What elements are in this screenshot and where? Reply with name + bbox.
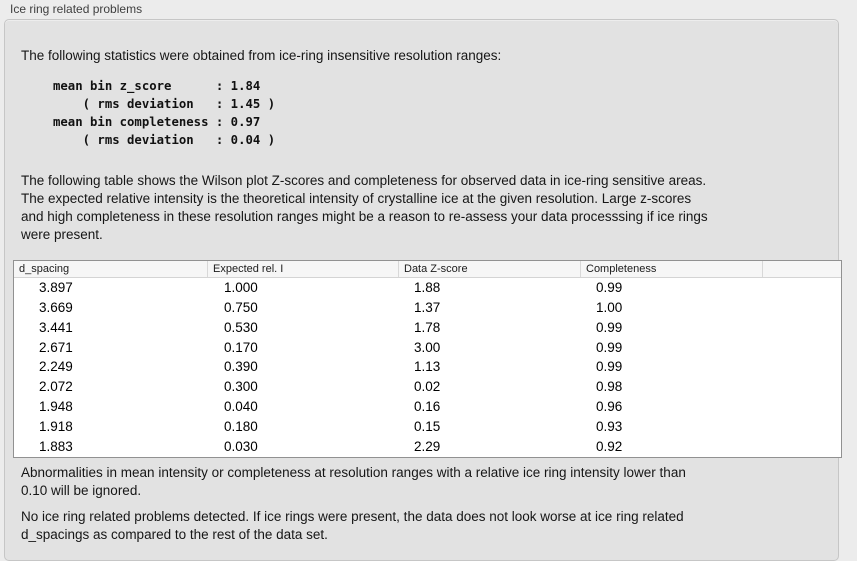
- table-cell: 1.37: [414, 299, 441, 315]
- threshold-note-text: Abnormalities in mean intensity or compl…: [21, 465, 686, 498]
- table-cell: [763, 417, 841, 437]
- table-cell: [763, 298, 841, 318]
- table-cell: 0.93: [596, 418, 623, 434]
- table-row[interactable]: 1.883 0.030 2.29 0.92: [14, 437, 841, 457]
- table-description-text: The following table shows the Wilson plo…: [21, 173, 708, 242]
- table-cell: 1.78: [414, 319, 441, 335]
- table-cell: [763, 278, 841, 298]
- table-row[interactable]: 1.918 0.180 0.15 0.93: [14, 417, 841, 437]
- table-cell: 1.948: [39, 399, 73, 415]
- table-cell: [763, 357, 841, 377]
- table-cell: 1.88: [414, 280, 441, 295]
- conclusion-text: No ice ring related problems detected. I…: [21, 509, 684, 542]
- table-cell: [763, 397, 841, 417]
- table-cell: 0.99: [596, 280, 623, 295]
- table-cell: 3.669: [39, 299, 73, 315]
- table-cell: 0.99: [596, 319, 623, 335]
- stats-summary-block: mean bin z_score : 1.84 ( rms deviation …: [53, 79, 276, 147]
- table-cell: 0.99: [596, 339, 623, 355]
- table-cell: 0.92: [596, 438, 623, 454]
- table-cell: 1.00: [596, 299, 623, 315]
- table-row[interactable]: 2.249 0.390 1.13 0.99: [14, 357, 841, 377]
- column-header-data-z-score[interactable]: Data Z-score: [399, 261, 581, 277]
- table-cell: 3.441: [39, 319, 73, 335]
- table-cell: 2.29: [414, 438, 441, 454]
- table-cell: 0.15: [414, 418, 441, 434]
- table-cell: [763, 437, 841, 457]
- table-cell: 3.897: [39, 280, 73, 295]
- table-cell: 0.750: [224, 299, 258, 315]
- table-cell: 0.040: [224, 399, 258, 415]
- table-cell: 2.072: [39, 379, 73, 395]
- ice-ring-table: d_spacing Expected rel. I Data Z-score C…: [13, 260, 842, 458]
- column-header-d-spacing[interactable]: d_spacing: [14, 261, 208, 277]
- table-row[interactable]: 2.072 0.300 0.02 0.98: [14, 377, 841, 397]
- column-header-completeness[interactable]: Completeness: [581, 261, 763, 277]
- table-cell: 2.671: [39, 339, 73, 355]
- table-cell: 0.98: [596, 379, 623, 395]
- table-cell: 1.918: [39, 418, 73, 434]
- table-row[interactable]: 3.897 1.000 1.88 0.99: [14, 278, 841, 298]
- table-cell: [763, 338, 841, 358]
- table-row[interactable]: 2.671 0.170 3.00 0.99: [14, 338, 841, 358]
- table-cell: 0.02: [414, 379, 441, 395]
- table-cell: 0.030: [224, 438, 258, 454]
- table-row[interactable]: 3.441 0.530 1.78 0.99: [14, 318, 841, 338]
- table-cell: 0.96: [596, 399, 623, 415]
- table-row[interactable]: 1.948 0.040 0.16 0.96: [14, 397, 841, 417]
- table-cell: 0.530: [224, 319, 258, 335]
- column-header-expected-rel-i[interactable]: Expected rel. I: [208, 261, 399, 277]
- table-row[interactable]: 3.669 0.750 1.37 1.00: [14, 298, 841, 318]
- table-cell: 0.16: [414, 399, 441, 415]
- ice-ring-groupbox: The following statistics were obtained f…: [4, 19, 842, 561]
- table-cell: 0.300: [224, 379, 258, 395]
- table-cell: 3.00: [414, 339, 441, 355]
- table-cell: 2.249: [39, 359, 73, 375]
- groupbox-title: Ice ring related problems: [10, 2, 143, 16]
- table-cell: 1.883: [39, 438, 73, 454]
- table-cell: 1.13: [414, 359, 441, 375]
- column-header-filler: [763, 261, 841, 277]
- table-cell: 1.000: [224, 280, 258, 295]
- table-cell: 0.390: [224, 359, 258, 375]
- table-header-row: d_spacing Expected rel. I Data Z-score C…: [14, 261, 841, 278]
- table-cell: [763, 377, 841, 397]
- stats-intro-text: The following statistics were obtained f…: [21, 48, 502, 63]
- table-body: 3.897 1.000 1.88 0.99 3.669 0.750 1.37 1.00 3.44…: [14, 278, 841, 457]
- table-cell: 0.180: [224, 418, 258, 434]
- table-cell: 0.99: [596, 359, 623, 375]
- table-cell: [763, 318, 841, 338]
- table-cell: 0.170: [224, 339, 258, 355]
